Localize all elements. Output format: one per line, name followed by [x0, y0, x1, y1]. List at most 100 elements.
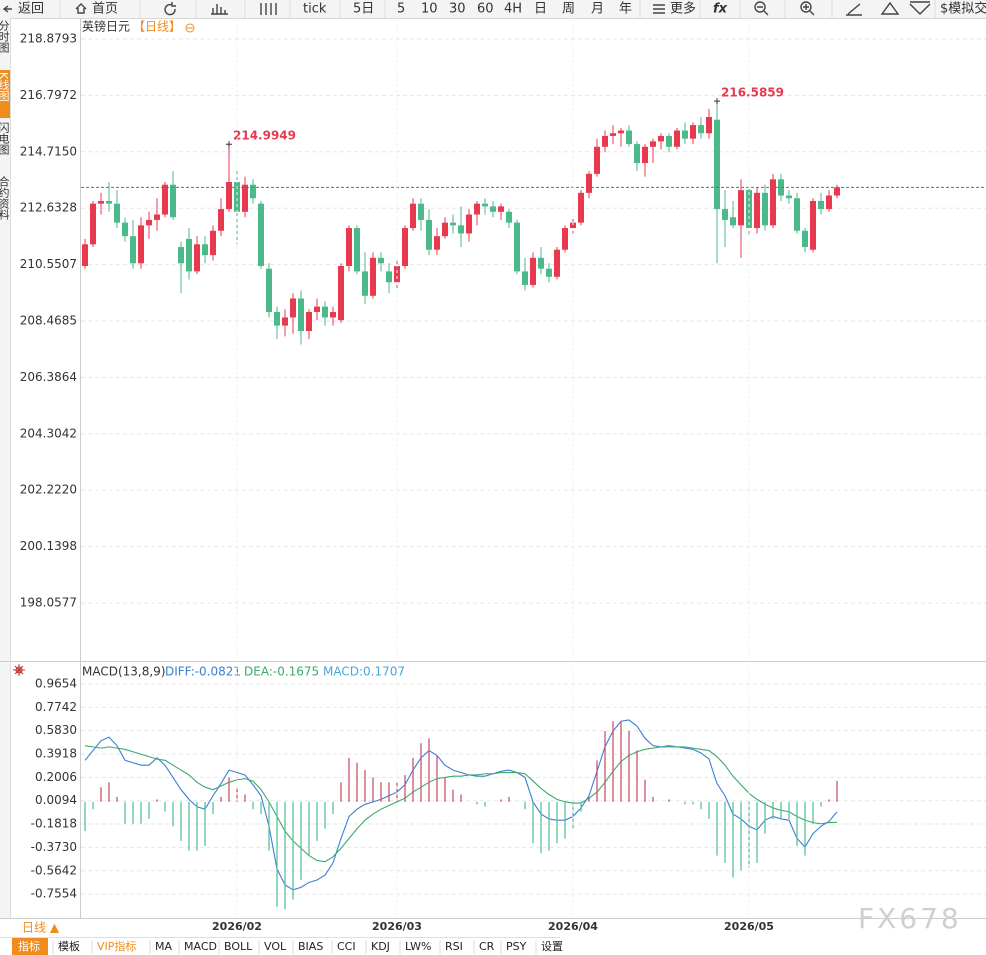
candle-body [730, 217, 736, 226]
settings-icon[interactable] [13, 664, 25, 676]
toolbar-item[interactable]: 60 [477, 2, 494, 17]
candle-body [370, 257, 376, 296]
toolbar-item[interactable]: 5 [397, 2, 405, 17]
candle-body [626, 130, 632, 145]
high-label: 216.5859 [721, 86, 784, 100]
candle-body [706, 116, 712, 134]
candle-body [378, 257, 384, 264]
candle-body [122, 222, 128, 237]
candle-body [554, 249, 560, 277]
indicator-tab[interactable]: BIAS [298, 940, 323, 953]
toolbar-item[interactable]: 4H [504, 2, 522, 17]
macd-title: MACD(13,8,9) [82, 665, 166, 679]
indicator-tab[interactable]: 指标 [18, 939, 40, 953]
candle-body [786, 195, 792, 199]
y-tick-label: 0.5830 [35, 723, 77, 737]
indicator-tab[interactable]: CCI [337, 940, 356, 953]
y-tick-label: -0.5642 [31, 863, 77, 877]
indicator-value: DIFF:-0.0821 [165, 665, 241, 679]
candle-body [586, 173, 592, 193]
candle-body [170, 184, 176, 218]
candle-body [234, 182, 240, 212]
candle-body [458, 225, 464, 234]
candle-body [746, 190, 752, 229]
toolbar-item[interactable]: 首页 [92, 2, 118, 17]
candle-body [114, 203, 120, 223]
candle-body [522, 271, 528, 285]
indicator-tab[interactable]: CR [479, 940, 495, 953]
candle-body [634, 144, 640, 164]
x-tick-label: 2026/05 [724, 920, 774, 933]
candle-body [802, 230, 808, 248]
x-tick-label: 2026/02 [212, 920, 262, 933]
candle-body [266, 268, 272, 313]
candle-body [162, 184, 168, 215]
y-tick-label: 208.4685 [20, 314, 77, 328]
y-tick-label: 198.0577 [20, 596, 77, 610]
side-tab[interactable]: 分时图 [0, 20, 10, 54]
candle-body [514, 222, 520, 272]
side-tab[interactable]: K线图 [0, 72, 10, 102]
indicator-tab[interactable]: RSI [445, 940, 463, 953]
toolbar-item[interactable]: tick [303, 2, 327, 17]
indicator-tab[interactable]: KDJ [371, 940, 390, 953]
toolbar-item[interactable]: 周 [562, 2, 575, 17]
active-side-tab [0, 70, 10, 118]
candle-body [610, 133, 616, 136]
indicator-tab[interactable]: BOLL [224, 940, 253, 953]
toolbar-item[interactable]: $模拟交 [940, 1, 986, 17]
candle-body [314, 306, 320, 313]
side-tab[interactable]: 合约资料 [0, 175, 10, 221]
toolbar-item[interactable]: 5日 [353, 2, 374, 17]
indicator-tab[interactable]: LW% [405, 940, 431, 953]
candle-body [834, 187, 840, 196]
indicator-tab[interactable]: VOL [264, 940, 287, 953]
toolbar-item[interactable]: 更多 [670, 1, 696, 17]
candle-body [434, 236, 440, 250]
y-tick-label: 204.3042 [20, 426, 77, 440]
candle-body [274, 312, 280, 326]
period-button[interactable]: 日线 ▲ [22, 921, 60, 935]
candle-body [146, 219, 152, 226]
toolbar-item[interactable]: 月 [591, 2, 604, 17]
draw-icon [846, 3, 862, 16]
candle-body [210, 230, 216, 256]
candle-body [386, 271, 392, 283]
toolbar-item[interactable]: 10 [421, 2, 438, 17]
candle-body [562, 228, 568, 250]
candle-body [594, 146, 600, 174]
candle-body [426, 219, 432, 250]
y-tick-label: 214.7150 [20, 144, 77, 158]
indicator-tab[interactable]: 模板 [58, 939, 80, 953]
candle-body [714, 119, 720, 210]
candle-body [482, 203, 488, 207]
candle-body [130, 236, 136, 264]
candle-body [202, 244, 208, 256]
down-icon [909, 1, 931, 15]
candle-body [138, 225, 144, 264]
y-tick-label: -0.3730 [31, 840, 77, 854]
side-tab[interactable]: 闪电图 [0, 121, 10, 156]
candle-body [306, 312, 312, 331]
candle-body [402, 228, 408, 266]
candle-body [194, 244, 200, 272]
indicator-tab[interactable]: MACD [184, 940, 217, 953]
candle-body [682, 130, 688, 139]
toolbar-item[interactable]: 返回 [18, 2, 44, 17]
candle-body [738, 190, 744, 226]
collapse-icon[interactable] [185, 23, 195, 33]
watermark: FX678 [858, 902, 962, 935]
toolbar-item[interactable]: 30 [449, 2, 466, 17]
toolbar-item[interactable]: fx [713, 2, 728, 17]
candle-body [650, 141, 656, 147]
toolbar-item[interactable]: 日 [534, 2, 547, 17]
candle-body [474, 203, 480, 215]
indicator-tab[interactable]: 设置 [541, 940, 563, 953]
indicator-tab[interactable]: PSY [506, 940, 527, 953]
indicator-tab[interactable]: VIP指标 [97, 939, 136, 953]
toolbar-item[interactable]: 年 [619, 2, 632, 17]
menu-icon [653, 4, 665, 14]
candle-body [578, 192, 584, 223]
active-tab [12, 938, 48, 955]
indicator-tab[interactable]: MA [155, 940, 172, 953]
